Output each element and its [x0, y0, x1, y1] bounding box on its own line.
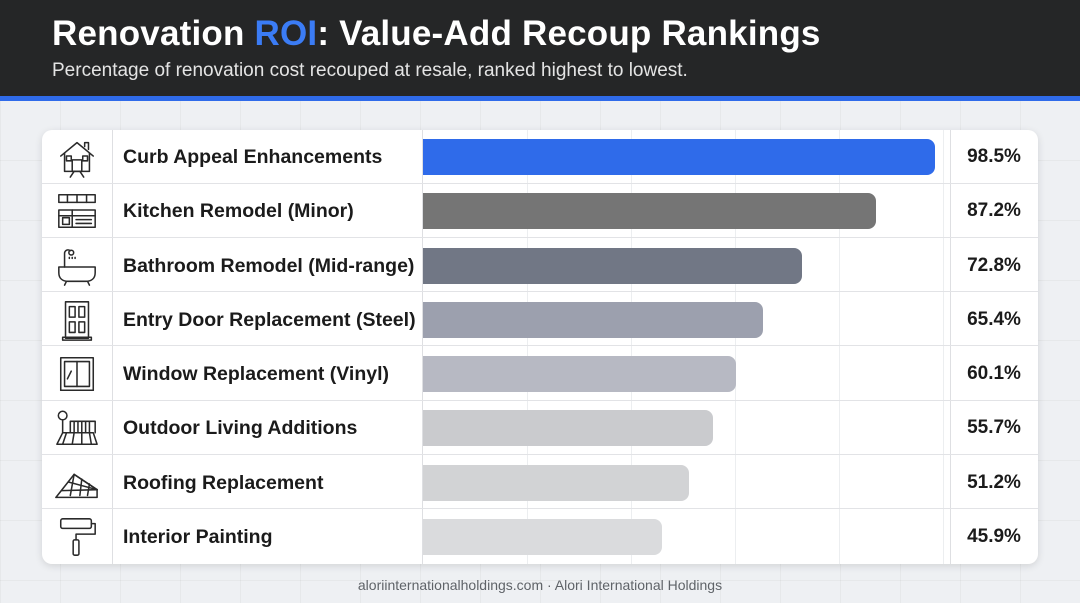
- category-label: Roofing Replacement: [123, 471, 324, 494]
- bar: [423, 518, 662, 555]
- value-label: 98.5%: [967, 146, 1021, 167]
- bar: [423, 301, 764, 338]
- bathtub-icon: [52, 244, 102, 288]
- header-bar: Renovation ROI: Value-Add Recoup Ranking…: [0, 0, 1080, 97]
- category-label: Entry Door Replacement (Steel): [123, 308, 416, 331]
- title-prefix: Renovation: [52, 14, 255, 53]
- header-accent-line: [0, 96, 1080, 101]
- gridline: [943, 130, 944, 564]
- bar: [423, 464, 690, 501]
- chart-row: Kitchen Remodel (Minor) 87.2%: [42, 184, 1038, 238]
- category-label: Bathroom Remodel (Mid-range): [123, 254, 415, 277]
- bar: [423, 139, 936, 176]
- value-column-divider: [950, 130, 951, 564]
- row-divider: [42, 345, 1038, 347]
- house-icon: [52, 135, 102, 179]
- row-divider: [42, 453, 1038, 455]
- title-accent: ROI: [254, 14, 318, 53]
- chart-row: Entry Door Replacement (Steel) 65.4%: [42, 293, 1038, 347]
- chart-row: Outdoor Living Additions 55.7%: [42, 401, 1038, 455]
- page-subtitle: Percentage of renovation cost recouped a…: [52, 60, 688, 81]
- category-label: Interior Painting: [123, 525, 273, 548]
- bar: [423, 410, 713, 447]
- row-divider: [42, 399, 1038, 401]
- gridline: [631, 130, 632, 564]
- paint-roller-icon: [52, 515, 102, 559]
- bar: [423, 356, 736, 393]
- gridline: [527, 130, 528, 564]
- title-suffix: : Value-Add Recoup Rankings: [317, 14, 821, 53]
- kitchen-icon: [52, 189, 102, 233]
- category-label: Window Replacement (Vinyl): [123, 363, 390, 385]
- footer-source: aloriinternationalholdings.com · Alori I…: [357, 577, 723, 593]
- chart-row: Window Replacement (Vinyl) 60.1%: [42, 347, 1038, 401]
- page-title: Renovation ROI: Value-Add Recoup Ranking…: [52, 14, 821, 54]
- chart-row: Interior Painting 45.9%: [42, 510, 1038, 564]
- value-label: 60.1%: [967, 363, 1021, 384]
- bar: [423, 193, 877, 230]
- value-label: 65.4%: [967, 308, 1021, 330]
- value-label: 45.9%: [967, 525, 1021, 547]
- bar: [423, 247, 802, 284]
- gridline: [839, 130, 840, 564]
- category-label: Outdoor Living Additions: [123, 417, 358, 440]
- door-icon: [52, 298, 102, 342]
- icon-column-divider: [112, 130, 113, 564]
- deck-icon: [52, 406, 102, 450]
- chart-row: Roofing Replacement 51.2%: [42, 456, 1038, 509]
- gridline: [735, 130, 736, 564]
- value-label: 87.2%: [967, 200, 1021, 222]
- category-label: Kitchen Remodel (Minor): [123, 200, 354, 223]
- value-label: 55.7%: [967, 417, 1021, 439]
- row-divider: [42, 291, 1038, 292]
- roof-icon: [52, 461, 102, 505]
- row-divider: [42, 508, 1038, 509]
- category-label: Curb Appeal Enhancements: [123, 146, 383, 168]
- value-label: 51.2%: [967, 471, 1021, 493]
- label-column-divider: [422, 130, 423, 564]
- window-icon: [52, 352, 102, 396]
- chart-row: Bathroom Remodel (Mid-range) 72.8%: [42, 239, 1038, 292]
- value-label: 72.8%: [967, 254, 1021, 276]
- chart-row: Curb Appeal Enhancements 98.5%: [42, 130, 1038, 184]
- row-divider: [42, 236, 1038, 238]
- row-divider: [42, 182, 1038, 184]
- chart-card: Curb Appeal Enhancements 98.5% Kitchen Rem…: [42, 130, 1038, 564]
